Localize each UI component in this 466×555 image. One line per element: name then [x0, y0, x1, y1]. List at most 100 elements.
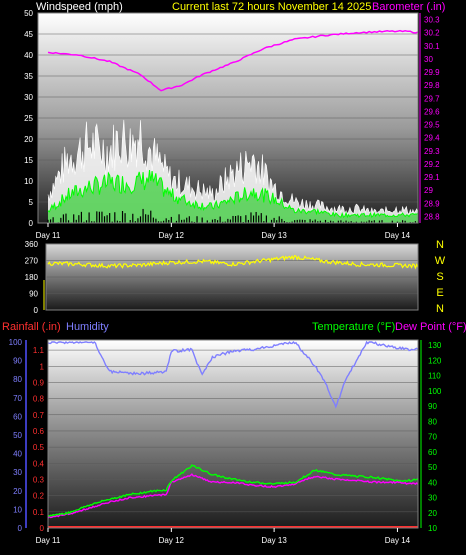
temperature-tick-label: 30 [428, 494, 437, 503]
day-label: Day 13 [261, 231, 287, 240]
barometer-tick-label: 30 [424, 55, 433, 64]
wind-tick-label: 45 [24, 30, 33, 39]
rainfall-tick-label: 0.2 [33, 492, 45, 501]
climate-panel-background [48, 340, 418, 528]
humidity-tick-label: 40 [13, 450, 22, 459]
wind-tick-label: 50 [24, 9, 33, 18]
barometer-tick-label: 30.1 [424, 42, 440, 51]
compass-label: N [436, 239, 444, 251]
series-layer [47, 29, 419, 528]
barometer-tick-label: 29.1 [424, 173, 440, 182]
temperature-line [47, 464, 419, 517]
direction-tick-label: 270 [25, 257, 39, 266]
rainfall-tick-label: 0.6 [33, 427, 45, 436]
barometer-tick-label: 29.7 [424, 94, 440, 103]
barometer-tick-label: 29 [424, 186, 433, 195]
temperature-tick-label: 10 [428, 524, 437, 533]
barometer-tick-label: 30.3 [424, 16, 440, 25]
humidity-tick-label: 50 [13, 431, 22, 440]
temperature-title: Temperature (°F) [312, 321, 395, 333]
wind-direction-line [47, 254, 419, 270]
rainfall-tick-label: 0.5 [33, 443, 45, 452]
barometer-line [47, 29, 419, 92]
wind-tick-label: 35 [24, 72, 33, 81]
dewpoint-line [47, 473, 419, 519]
barometer-tick-label: 29.3 [424, 147, 440, 156]
humidity-tick-label: 80 [13, 375, 22, 384]
wind-tick-label: 40 [24, 51, 33, 60]
compass-label: S [436, 271, 443, 283]
compass-label: N [436, 303, 444, 315]
wind-tick-label: 15 [24, 156, 33, 165]
barometer-tick-label: 28.8 [424, 212, 440, 221]
wind-tick-label: 30 [24, 93, 33, 102]
barometer-tick-label: 29.5 [424, 121, 440, 130]
period-title: Current last 72 hours November 14 2025 [172, 1, 371, 13]
day-label: Day 11 [36, 231, 61, 240]
humidity-tick-label: 70 [13, 394, 22, 403]
temperature-tick-label: 120 [428, 356, 442, 365]
humidity-line [47, 340, 419, 409]
humidity-tick-label: 100 [9, 338, 23, 347]
temperature-tick-label: 60 [428, 448, 437, 457]
wind-tick-label: 10 [24, 177, 33, 186]
temperature-tick-label: 70 [428, 433, 437, 442]
rainfall-tick-label: 0.8 [33, 395, 45, 404]
humidity-tick-label: 10 [13, 505, 22, 514]
barometer-tick-label: 29.9 [424, 68, 440, 77]
rainfall-tick-label: 1.1 [33, 346, 45, 355]
temperature-tick-label: 50 [428, 463, 437, 472]
day-label: Day 11 [36, 536, 61, 545]
day-label: Day 14 [385, 231, 411, 240]
rainfall-tick-label: 0.7 [33, 411, 45, 420]
direction-tick-label: 0 [34, 306, 39, 315]
temperature-tick-label: 20 [428, 509, 437, 518]
rainfall-tick-label: 0.4 [33, 459, 45, 468]
rainfall-tick-label: 1 [40, 362, 45, 371]
humidity-tick-label: 30 [13, 468, 22, 477]
day-label: Day 12 [159, 231, 185, 240]
temperature-tick-label: 40 [428, 478, 437, 487]
barometer-tick-label: 29.6 [424, 107, 440, 116]
rainfall-title: Rainfall (.in) [2, 321, 61, 333]
day-label: Day 14 [385, 536, 411, 545]
wind-tick-label: 20 [24, 135, 33, 144]
rainfall-tick-label: 0.3 [33, 475, 45, 484]
rainfall-tick-label: 0.1 [33, 508, 45, 517]
tick-labels: 0510152025303540455028.828.92929.129.229… [9, 9, 446, 545]
climate-panel-frame [47, 339, 419, 529]
day-label: Day 12 [159, 536, 185, 545]
barometer-tick-label: 28.9 [424, 199, 440, 208]
direction-tick-label: 90 [29, 290, 38, 299]
wind-tick-label: 5 [29, 198, 34, 207]
temperature-tick-label: 90 [428, 402, 437, 411]
temperature-tick-label: 130 [428, 341, 442, 350]
humidity-tick-label: 20 [13, 487, 22, 496]
humidity-tick-label: 60 [13, 412, 22, 421]
day-label: Day 13 [261, 536, 287, 545]
wind-tick-label: 25 [24, 114, 33, 123]
wind-tick-label: 0 [29, 219, 34, 228]
direction-panel-frame [45, 243, 419, 311]
wind-gust-line [47, 119, 419, 216]
compass-label: E [436, 287, 443, 299]
wind-average-line [47, 169, 419, 219]
humidity-tick-label: 0 [18, 524, 23, 533]
barometer-title: Barometer (.in) [372, 1, 445, 13]
humidity-title: Humidity [66, 321, 109, 333]
temperature-tick-label: 80 [428, 417, 437, 426]
direction-tick-label: 180 [25, 273, 39, 282]
direction-tick-label: 360 [25, 240, 39, 249]
temperature-tick-label: 100 [428, 387, 442, 396]
dewpoint-title: Dew Point (°F) [395, 321, 466, 333]
windspeed-title: Windspeed (mph) [36, 1, 123, 13]
barometer-tick-label: 30.2 [424, 29, 440, 38]
barometer-tick-label: 29.4 [424, 134, 440, 143]
barometer-tick-label: 29.2 [424, 160, 440, 169]
wind-panel-frame [37, 12, 419, 224]
temperature-tick-label: 110 [428, 372, 441, 381]
humidity-tick-label: 90 [13, 357, 22, 366]
rainfall-tick-label: 0 [40, 524, 45, 533]
